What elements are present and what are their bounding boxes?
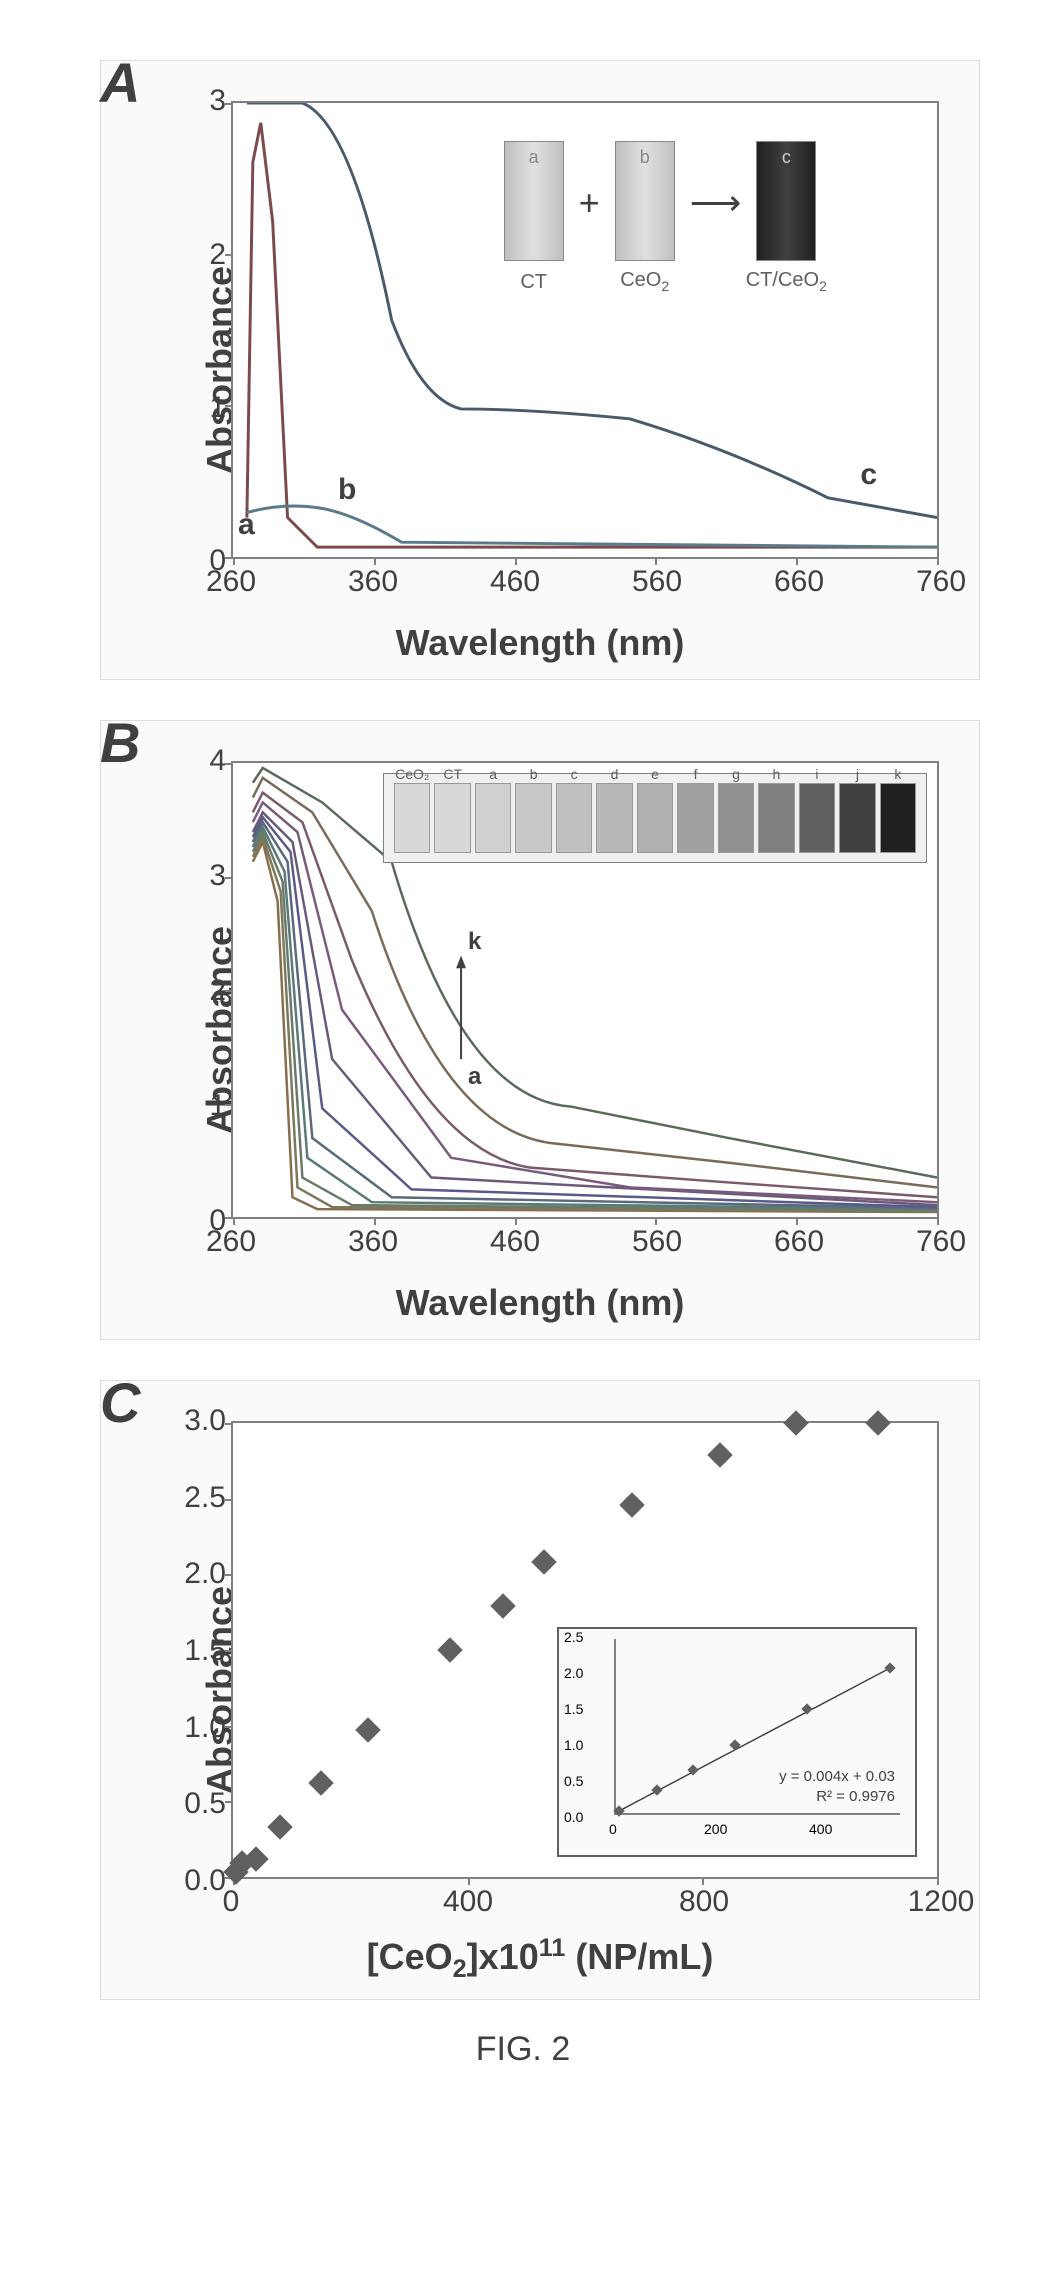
y-tick: 1.5: [184, 1634, 226, 1668]
panel-b-x-label: Wavelength (nm): [396, 1282, 685, 1324]
scatter-point: [490, 1593, 515, 1618]
curve-label-b: b: [338, 473, 356, 507]
x-tick: 760: [916, 565, 966, 599]
cuvette-mix: c: [756, 141, 816, 261]
x-tick: 660: [774, 565, 824, 599]
scatter-point: [707, 1442, 732, 1467]
x-tick: 1200: [908, 1885, 975, 1919]
arrow-icon: ⟶: [690, 182, 742, 224]
y-tick: 0.0: [184, 1864, 226, 1898]
x-tick: 760: [916, 1225, 966, 1259]
x-tick: 460: [490, 565, 540, 599]
x-tick: 360: [348, 1225, 398, 1259]
panel-a-inset: a CT + b CeO2 ⟶ c CT/CeO2: [413, 118, 907, 288]
arrow-label-k: k: [468, 928, 481, 956]
panel-b-cuvette-row: CeO₂ CT a b c d e f g h i j k: [383, 773, 927, 863]
scatter-point: [437, 1637, 462, 1662]
panel-c-chart: Absorbance [CeO2]x1011 (NP/mL) 0.0 0.5 1…: [100, 1380, 980, 2000]
y-tick: 1: [209, 391, 226, 425]
figure-caption: FIG. 2: [60, 2030, 986, 2069]
x-tick: 560: [632, 565, 682, 599]
x-tick: 460: [490, 1225, 540, 1259]
panel-a-label: A: [100, 50, 140, 115]
y-tick: 2.5: [184, 1481, 226, 1515]
y-tick: 1: [209, 1089, 226, 1123]
panel-b-label: B: [100, 710, 140, 775]
panel-c-label: C: [100, 1370, 140, 1435]
scatter-point: [531, 1549, 556, 1574]
y-tick: 3: [209, 859, 226, 893]
y-tick: 2: [209, 974, 226, 1008]
cuvette-caption: CT: [520, 271, 547, 294]
scatter-point: [308, 1770, 333, 1795]
panel-a: A Absorbance Wavelength (nm) 0 1 2 3 260…: [60, 60, 986, 680]
arrow-label-a: a: [468, 1063, 481, 1091]
panel-a-chart: Absorbance Wavelength (nm) 0 1 2 3 260 3…: [100, 60, 980, 680]
panel-b-plot: k a CeO₂ CT a b c d e f g h i j k: [231, 761, 939, 1219]
y-tick: 0.5: [184, 1787, 226, 1821]
plus-icon: +: [579, 182, 600, 224]
scatter-point: [267, 1814, 292, 1839]
y-tick: 3.0: [184, 1404, 226, 1438]
y-tick: 4: [209, 744, 226, 778]
x-tick: 0: [223, 1885, 240, 1919]
inset-equation: y = 0.004x + 0.03: [779, 1768, 895, 1785]
panel-c-inset: 0.0 0.5 1.0 1.5 2.0 2.5 0 200 400 y = 0.…: [557, 1627, 917, 1857]
y-tick: 1.0: [184, 1711, 226, 1745]
cuvette-ceo2: b: [615, 141, 675, 261]
x-tick: 660: [774, 1225, 824, 1259]
x-tick: 260: [206, 565, 256, 599]
panel-b-chart: Absorbance Wavelength (nm) 0 1 2 3 4 260…: [100, 720, 980, 1340]
y-tick: 2: [209, 238, 226, 272]
panel-a-x-label: Wavelength (nm): [396, 622, 685, 664]
y-tick: 2.0: [184, 1557, 226, 1591]
cuvette-caption: CeO2: [620, 269, 669, 294]
panel-b: B Absorbance Wavelength (nm) 0 1 2 3 4 2…: [60, 720, 986, 1340]
x-tick: 360: [348, 565, 398, 599]
panel-a-plot: a b c a CT + b CeO2 ⟶: [231, 101, 939, 559]
panel-c-plot: 0.0 0.5 1.0 1.5 2.0 2.5 0 200 400 y = 0.…: [231, 1421, 939, 1879]
cuvette-caption: CT/CeO2: [746, 269, 827, 294]
scatter-point: [866, 1410, 891, 1435]
x-tick: 260: [206, 1225, 256, 1259]
scatter-point: [783, 1410, 808, 1435]
x-tick: 560: [632, 1225, 682, 1259]
y-tick: 3: [209, 84, 226, 118]
panel-c: C Absorbance [CeO2]x1011 (NP/mL) 0.0 0.5…: [60, 1380, 986, 2000]
inset-rsquared: R² = 0.9976: [816, 1788, 895, 1805]
scatter-point: [619, 1492, 644, 1517]
curve-label-a: a: [238, 508, 255, 542]
curve-label-c: c: [860, 458, 877, 492]
panel-c-x-label: [CeO2]x1011 (NP/mL): [367, 1934, 714, 1984]
scatter-point: [355, 1717, 380, 1742]
x-tick: 400: [443, 1885, 493, 1919]
x-tick: 800: [679, 1885, 729, 1919]
cuvette-ct: a: [504, 141, 564, 261]
